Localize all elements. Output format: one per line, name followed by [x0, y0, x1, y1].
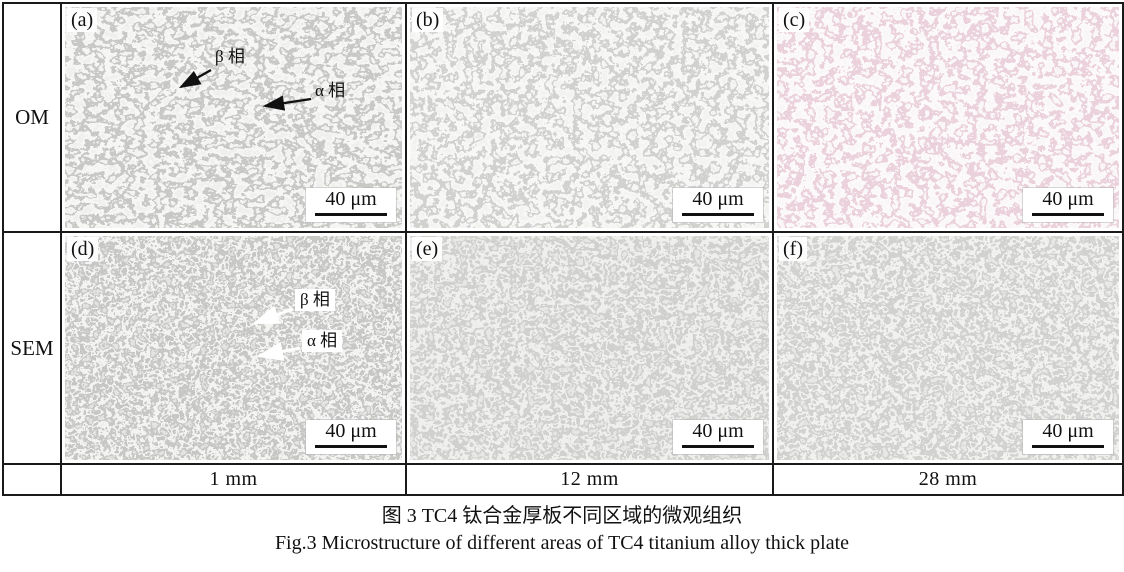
row-header-sem: SEM: [4, 233, 60, 463]
micrograph-panel-f: (f) 40 μm: [777, 236, 1119, 460]
scale-bar-line: [315, 213, 387, 216]
micrograph-panel-b: (b) 40 μm: [410, 7, 769, 228]
caption-english: Fig.3 Microstructure of different areas …: [274, 532, 850, 554]
cell-panel-e: (e) 40 μm: [407, 233, 772, 463]
scale-bar: 40 μm: [673, 188, 763, 222]
micrograph-table: OM β 相 α 相 (a) 40 μm (b): [2, 2, 1124, 496]
scale-bar: 40 μm: [1023, 420, 1113, 454]
cell-panel-f: (f) 40 μm: [774, 233, 1122, 463]
scale-bar-text: 40 μm: [325, 420, 377, 442]
column-label-12mm: 12 mm: [407, 465, 772, 494]
scale-bar-text: 40 μm: [692, 188, 744, 210]
cell-panel-a: β 相 α 相 (a) 40 μm: [62, 4, 405, 231]
scale-bar-line: [1032, 445, 1104, 448]
corner-empty-cell: [4, 465, 60, 494]
panel-tag-e: (e): [412, 237, 443, 261]
panel-tag-c: (c): [779, 8, 810, 32]
alpha-phase-label: α 相: [302, 330, 343, 352]
beta-phase-label: β 相: [215, 47, 245, 66]
row-header-om: OM: [4, 4, 60, 231]
micrograph-panel-c: (c) 40 μm: [777, 7, 1119, 228]
scale-bar: 40 μm: [673, 420, 763, 454]
alpha-phase-label: α 相: [315, 81, 346, 100]
panel-tag-a: (a): [67, 8, 98, 32]
scale-bar-text: 40 μm: [325, 188, 377, 210]
micrograph-panel-d: β 相 α 相 (d) 40 μm: [65, 236, 402, 460]
beta-phase-label: β 相: [295, 289, 335, 311]
scale-bar: 40 μm: [1023, 188, 1113, 222]
panel-tag-f: (f): [779, 237, 807, 261]
column-label-1mm: 1 mm: [62, 465, 405, 494]
figure-caption: 图 3 TC4 钛合金厚板不同区域的微观组织 Fig.3 Microstruct…: [0, 503, 1124, 557]
scale-bar-text: 40 μm: [692, 420, 744, 442]
cell-panel-c: (c) 40 μm: [774, 4, 1122, 231]
micrograph-panel-e: (e) 40 μm: [410, 236, 769, 460]
scale-bar-line: [682, 445, 754, 448]
scale-bar: 40 μm: [306, 420, 396, 454]
scale-bar-text: 40 μm: [1042, 188, 1094, 210]
panel-tag-b: (b): [412, 8, 444, 32]
caption-chinese: 图 3 TC4 钛合金厚板不同区域的微观组织: [381, 505, 743, 527]
cell-panel-d: β 相 α 相 (d) 40 μm: [62, 233, 405, 463]
scale-bar: 40 μm: [306, 188, 396, 222]
column-label-28mm: 28 mm: [774, 465, 1122, 494]
panel-tag-d: (d): [67, 237, 99, 261]
micrograph-panel-a: β 相 α 相 (a) 40 μm: [65, 7, 402, 228]
scale-bar-text: 40 μm: [1042, 420, 1094, 442]
scale-bar-line: [315, 445, 387, 448]
scale-bar-line: [682, 213, 754, 216]
scale-bar-line: [1032, 213, 1104, 216]
cell-panel-b: (b) 40 μm: [407, 4, 772, 231]
